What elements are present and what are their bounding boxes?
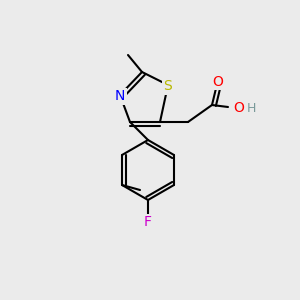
Text: O: O bbox=[233, 101, 244, 116]
Text: F: F bbox=[144, 215, 152, 230]
Text: S: S bbox=[164, 80, 172, 94]
Text: O: O bbox=[213, 74, 224, 88]
Text: H: H bbox=[247, 102, 256, 115]
Text: N: N bbox=[115, 89, 125, 103]
